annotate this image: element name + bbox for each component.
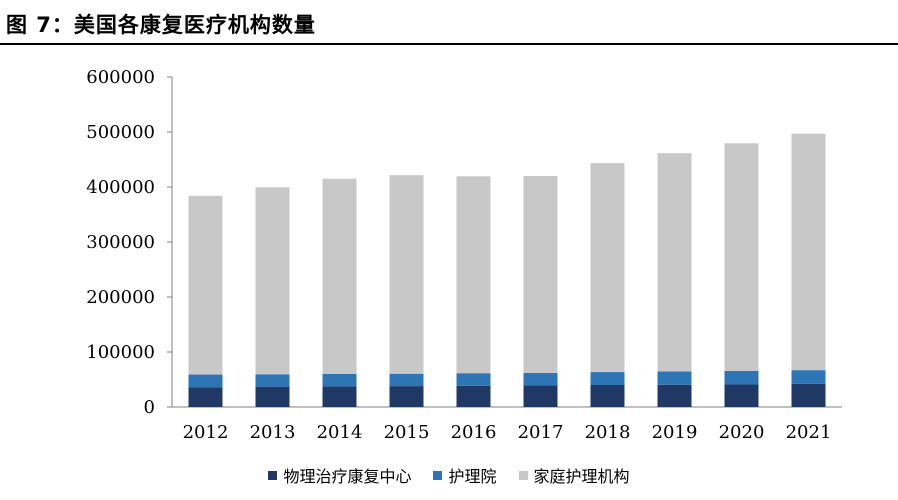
bar-2012-series-2 — [188, 195, 223, 375]
y-tick-label: 300000 — [86, 232, 155, 253]
title-rule — [0, 43, 898, 45]
bar-2019-series-2 — [657, 153, 692, 372]
bar-chart: 600000 500000 400000 300000 200000 100000 0 20… — [86, 67, 842, 443]
y-tick-label: 100000 — [86, 342, 155, 363]
bar-2018-series-2 — [590, 163, 625, 373]
y-tick-label: 0 — [144, 397, 155, 418]
bar-2021-series-1 — [791, 370, 826, 384]
x-tick-label: 2014 — [317, 422, 363, 443]
y-tick-label: 400000 — [86, 177, 155, 198]
bar-2020-series-2 — [724, 143, 759, 371]
x-tick-label: 2017 — [518, 422, 564, 443]
x-tick-label: 2019 — [652, 422, 698, 443]
bar-2012-series-0 — [188, 387, 223, 407]
bar-2019-series-0 — [657, 384, 692, 407]
bar-2017-series-0 — [523, 385, 558, 407]
legend-label: 物理治疗康复中心 — [283, 467, 412, 486]
legend-label: 家庭护理机构 — [533, 467, 630, 486]
bar-2015-series-1 — [389, 373, 424, 387]
bar-2021-series-2 — [791, 133, 826, 371]
bar-2020-series-0 — [724, 384, 759, 407]
x-tick-label: 2018 — [585, 422, 631, 443]
y-tick-label: 200000 — [86, 287, 155, 308]
bar-2021-series-0 — [791, 383, 826, 407]
bar-2016-series-0 — [456, 385, 491, 407]
legend-item: 护理院 — [433, 463, 497, 487]
bar-2020-series-1 — [724, 370, 759, 385]
x-tick-label: 2012 — [183, 422, 229, 443]
legend-swatch — [518, 470, 528, 480]
y-tick-label: 500000 — [86, 122, 155, 143]
bar-2015-series-2 — [389, 175, 424, 374]
x-tick-label: 2020 — [719, 422, 765, 443]
legend-item: 家庭护理机构 — [518, 463, 630, 487]
legend-swatch — [268, 470, 278, 480]
bar-2019-series-1 — [657, 371, 692, 385]
bar-2018-series-0 — [590, 385, 625, 407]
legend: 物理治疗康复中心 护理院 家庭护理机构 — [0, 463, 898, 487]
figure-title: 图 7：美国各康复医疗机构数量 — [6, 13, 316, 37]
bar-2016-series-1 — [456, 373, 491, 386]
legend-label: 护理院 — [448, 467, 497, 486]
y-tick-labels: 600000 500000 400000 300000 200000 100000 0 — [86, 67, 155, 418]
y-tick-label: 600000 — [86, 67, 155, 88]
x-tick-labels: 2012 2013 2014 2015 2016 2017 2018 2019 2020 2021 — [183, 422, 832, 443]
bar-2016-series-2 — [456, 176, 491, 374]
bar-2013-series-2 — [255, 187, 290, 375]
x-tick-label: 2016 — [451, 422, 497, 443]
bar-2013-series-1 — [255, 374, 290, 387]
x-tick-label: 2015 — [384, 422, 430, 443]
bar-2018-series-1 — [590, 372, 625, 385]
bar-2014-series-0 — [322, 386, 357, 407]
bar-2015-series-0 — [389, 386, 424, 407]
x-tick-label: 2021 — [786, 422, 832, 443]
bar-2012-series-1 — [188, 374, 223, 388]
bar-2017-series-2 — [523, 176, 558, 373]
bar-2014-series-1 — [322, 374, 357, 387]
bar-2017-series-1 — [523, 372, 558, 386]
bar-2013-series-0 — [255, 386, 290, 407]
legend-swatch — [433, 470, 443, 480]
bars — [188, 133, 826, 407]
x-tick-label: 2013 — [250, 422, 296, 443]
bar-2014-series-2 — [322, 178, 357, 374]
legend-item: 物理治疗康复中心 — [268, 463, 411, 487]
